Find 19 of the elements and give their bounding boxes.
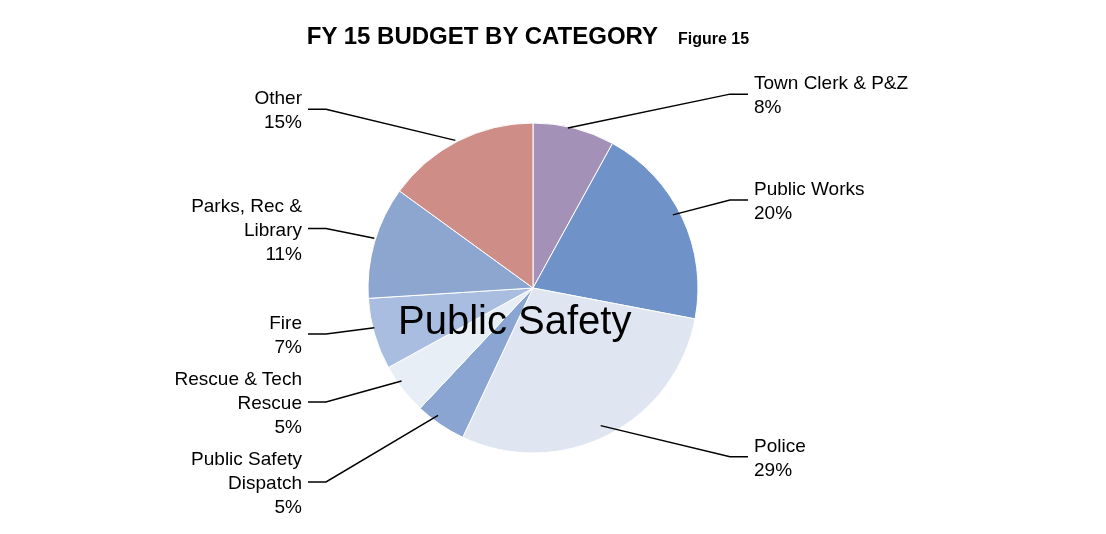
chart-subtitle: Figure 15 xyxy=(678,30,750,47)
data-label: 11% xyxy=(265,242,303,264)
slice-label: Public Works xyxy=(754,177,865,199)
slice-label: Rescue & Tech Rescue xyxy=(174,368,302,413)
data-label: 20% xyxy=(754,201,793,223)
slice-label: Police xyxy=(754,434,806,456)
slice-label: Fire xyxy=(269,312,302,333)
data-label: 29% xyxy=(754,458,793,480)
data-label: 7% xyxy=(274,336,303,357)
slice-label: Other xyxy=(254,87,303,109)
data-label: 5% xyxy=(274,416,303,437)
text: Public Safety xyxy=(398,298,632,343)
data-label: 15% xyxy=(263,111,303,133)
data-label: 5% xyxy=(274,496,303,517)
data-label: 8% xyxy=(754,96,782,118)
chart-title: FY 15 BUDGET BY CATEGORY xyxy=(306,22,659,49)
slice-label: Parks, Rec & Library xyxy=(191,194,303,240)
slice-label: Public Safety Dispatch xyxy=(191,448,303,493)
slice-label: Town Clerk & P&Z xyxy=(754,72,909,94)
